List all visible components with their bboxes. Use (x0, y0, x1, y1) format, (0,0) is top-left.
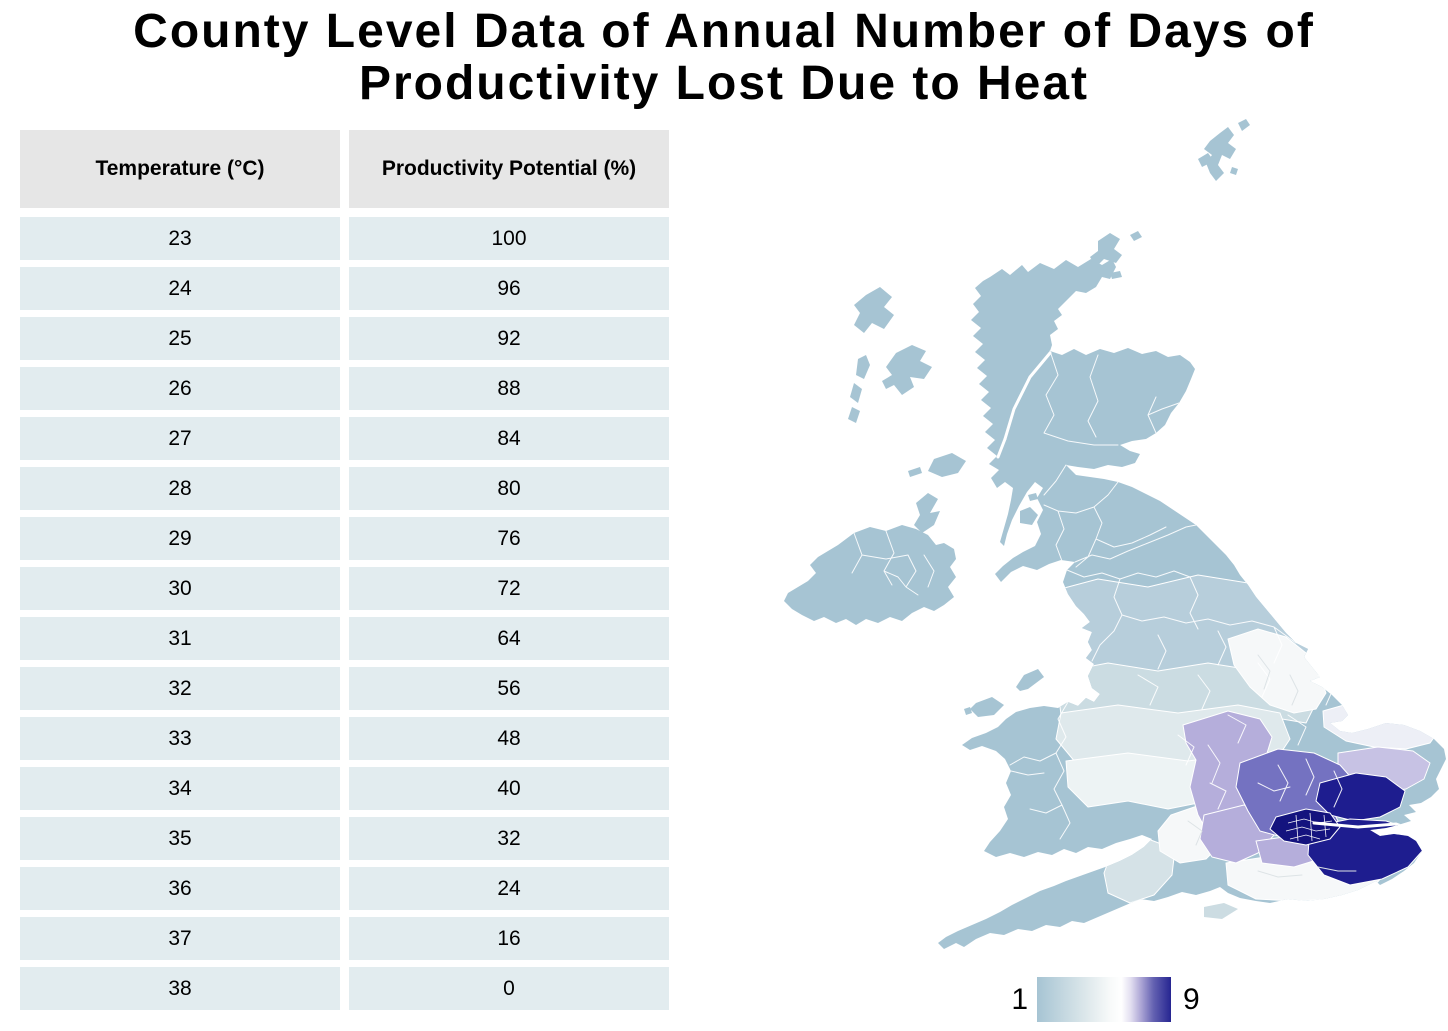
legend-max-label: 9 (1183, 983, 1200, 1016)
productivity-cell: 100 (349, 217, 669, 260)
temperature-cell: 26 (20, 367, 340, 410)
temperature-cell: 28 (20, 467, 340, 510)
table-row: 34 40 (20, 767, 669, 810)
productivity-cell: 96 (349, 267, 669, 310)
london-borough-borders (1285, 812, 1333, 842)
temperature-cell: 36 (20, 867, 340, 910)
table-row: 28 80 (20, 467, 669, 510)
loch-ness-great-glen (1003, 351, 1052, 441)
region-anglesey (970, 697, 1004, 717)
temperature-cell: 32 (20, 667, 340, 710)
county-borders-southeast (1207, 744, 1343, 810)
title-line-1: County Level Data of Annual Number of Da… (133, 5, 1315, 58)
table-row: 26 88 (20, 367, 669, 410)
region-islay-jura (914, 493, 940, 533)
table-header-row: Temperature (°C) Productivity Potential … (20, 130, 669, 208)
county-borders-northern-ireland (851, 530, 935, 596)
productivity-cell: 64 (349, 617, 669, 660)
region-essex (1315, 772, 1406, 822)
temperature-cell: 31 (20, 617, 340, 660)
title-line-2: Productivity Lost Due to Heat (358, 57, 1090, 110)
county-borders-light-areas (1187, 654, 1357, 878)
temperature-cell: 29 (20, 517, 340, 560)
region-outer-hebrides (848, 287, 894, 423)
temperature-cell: 24 (20, 267, 340, 310)
temperature-cell: 27 (20, 417, 340, 460)
temperature-cell: 25 (20, 317, 340, 360)
region-orkney (1090, 231, 1142, 279)
region-tiree (908, 467, 922, 477)
table-row: 37 16 (20, 917, 669, 960)
productivity-cell: 92 (349, 317, 669, 360)
uk-choropleth-map (758, 115, 1448, 1031)
legend-gradient-bar (1037, 977, 1171, 1022)
temperature-column-header: Temperature (°C) (20, 130, 340, 208)
temperature-cell: 33 (20, 717, 340, 760)
temperature-cell: 34 (20, 767, 340, 810)
temperature-cell: 38 (20, 967, 340, 1010)
table-body: 23 100 24 96 25 92 26 88 27 84 28 80 29 76 30 72 31 64 32 5… (20, 217, 669, 1010)
table-row: 32 56 (20, 667, 669, 710)
productivity-cell: 0 (349, 967, 669, 1010)
region-isle-of-man (1016, 669, 1044, 691)
productivity-cell: 76 (349, 517, 669, 560)
temperature-productivity-table: Temperature (°C) Productivity Potential … (20, 130, 669, 1010)
temperature-cell: 35 (20, 817, 340, 860)
loch-linnhe (996, 437, 1007, 459)
region-arran (1020, 507, 1038, 525)
region-greater-london (1269, 808, 1341, 846)
region-skye (882, 345, 932, 395)
table-row: 38 0 (20, 967, 669, 1010)
temperature-cell: 23 (20, 217, 340, 260)
table-row: 27 84 (20, 417, 669, 460)
productivity-cell: 56 (349, 667, 669, 710)
productivity-column-header: Productivity Potential (%) (349, 130, 669, 208)
productivity-cell: 32 (349, 817, 669, 860)
region-mull (928, 453, 966, 477)
temperature-cell: 30 (20, 567, 340, 610)
uk-map-svg (784, 119, 1446, 949)
table-row: 33 48 (20, 717, 669, 760)
region-northern-ireland (784, 525, 956, 625)
productivity-cell: 24 (349, 867, 669, 910)
table-row: 23 100 (20, 217, 669, 260)
region-shetland (1198, 119, 1250, 181)
productivity-cell: 80 (349, 467, 669, 510)
region-lincolnshire (1227, 628, 1327, 714)
county-borders-wales (1009, 701, 1071, 840)
productivity-cell: 16 (349, 917, 669, 960)
region-bute (1028, 493, 1038, 501)
county-borders-england-mid (1137, 662, 1335, 766)
table-row: 35 32 (20, 817, 669, 860)
table-row: 29 76 (20, 517, 669, 560)
page-title: County Level Data of Annual Number of Da… (0, 6, 1448, 110)
region-isle-of-wight (1204, 903, 1238, 919)
region-holy-island (964, 707, 972, 715)
productivity-cell: 72 (349, 567, 669, 610)
table-row: 24 96 (20, 267, 669, 310)
productivity-cell: 48 (349, 717, 669, 760)
county-borders-scotland (1043, 350, 1197, 568)
table-row: 30 72 (20, 567, 669, 610)
table-row: 31 64 (20, 617, 669, 660)
productivity-cell: 88 (349, 367, 669, 410)
temperature-cell: 37 (20, 917, 340, 960)
region-kent (1307, 818, 1425, 886)
county-borders-england-north (1066, 569, 1297, 670)
table-row: 36 24 (20, 867, 669, 910)
legend-min-label: 1 (1011, 983, 1028, 1016)
table-row: 25 92 (20, 317, 669, 360)
productivity-cell: 84 (349, 417, 669, 460)
productivity-cell: 40 (349, 767, 669, 810)
